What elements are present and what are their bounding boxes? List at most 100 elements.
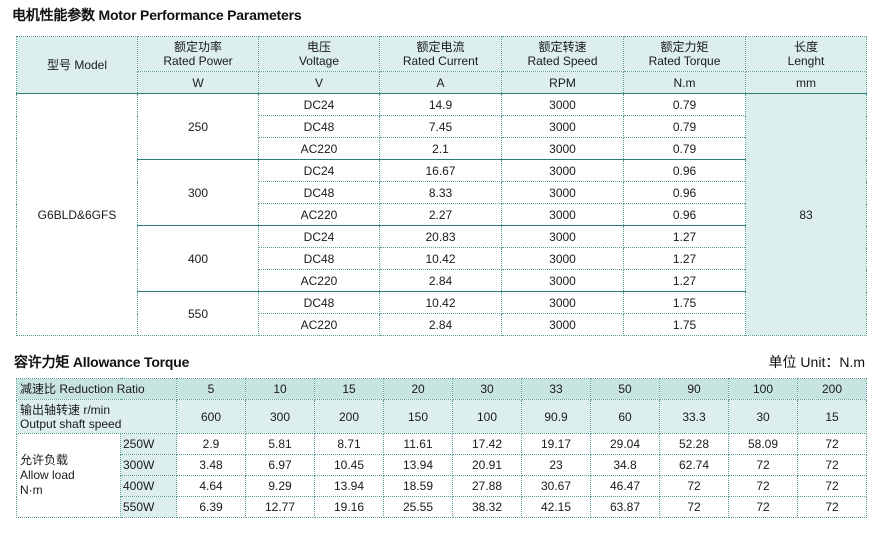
load-power-cell: 550W	[120, 496, 177, 518]
speed-cell: 200	[314, 399, 384, 434]
speed-cell: 3000	[501, 159, 624, 182]
torque-cell: 0.79	[623, 93, 746, 116]
load-row: 400W 4.64 9.29 13.94 18.59 27.88 30.67 46.47 72 7…	[17, 475, 867, 497]
current-cell: 2.84	[379, 313, 502, 336]
load-value-cell: 72	[797, 454, 867, 476]
speed-cell: 30	[728, 399, 798, 434]
torque-unit: N.m	[623, 71, 746, 94]
torque-cell: 1.27	[623, 269, 746, 292]
torque-cell: 0.79	[623, 115, 746, 138]
load-value-cell: 23	[521, 454, 591, 476]
load-power-cell: 400W	[120, 475, 177, 497]
voltage-header: 电压 Voltage	[258, 36, 380, 72]
load-value-cell: 8.71	[314, 433, 384, 455]
load-value-cell: 13.94	[314, 475, 384, 497]
load-value-cell: 20.91	[452, 454, 522, 476]
length-cell: 83	[745, 93, 867, 336]
load-value-cell: 38.32	[452, 496, 522, 518]
speed-row: 输出轴转速 r/min Output shaft speed 600 300 200 1…	[16, 399, 867, 434]
speed-cell: 15	[797, 399, 867, 434]
load-value-cell: 72	[797, 496, 867, 518]
load-value-cell: 6.39	[176, 496, 246, 518]
current-cell: 16.67	[379, 159, 502, 182]
load-value-cell: 6.97	[245, 454, 315, 476]
power-cell: 550	[137, 291, 259, 336]
load-row: 允许负载 Allow load N·m 250W 2.9 5.81 8.71 11.61 17.…	[16, 433, 867, 518]
speed-cell: 300	[245, 399, 315, 434]
current-cell: 8.33	[379, 181, 502, 204]
load-value-cell: 19.17	[521, 433, 591, 455]
allowance-torque-title: 容许力矩 Allowance Torque	[14, 354, 190, 370]
table-row: AC220 2.84 3000 1.27	[17, 269, 867, 292]
load-value-cell: 34.8	[590, 454, 660, 476]
current-unit: A	[379, 71, 502, 94]
current-cell: 2.1	[379, 137, 502, 160]
voltage-cell: DC48	[258, 247, 380, 270]
length-unit: mm	[745, 71, 867, 94]
load-value-cell: 13.94	[383, 454, 453, 476]
load-row: 550W 6.39 12.77 19.16 25.55 38.32 42.15 63.87 72…	[17, 496, 867, 518]
speed-cell: 100	[452, 399, 522, 434]
torque-cell: 0.79	[623, 137, 746, 160]
voltage-cell: DC48	[258, 115, 380, 138]
current-cell: 20.83	[379, 225, 502, 248]
load-value-cell: 5.81	[245, 433, 315, 455]
motor-performance-table: 型号 Model 额定功率 Rated Power 电压 Voltage 额定电流 R…	[16, 36, 867, 336]
table-row: AC220 2.27 3000 0.96	[17, 203, 867, 226]
speed-cell: 33.3	[659, 399, 729, 434]
torque-header: 额定力矩 Rated Torque	[623, 36, 746, 72]
voltage-cell: DC24	[258, 93, 380, 116]
table-row: G6BLD&6GFS 250 DC24 14.9 3000 0.79 83	[16, 93, 867, 336]
speed-cell: 150	[383, 399, 453, 434]
model-header: 型号 Model	[16, 36, 138, 94]
speed-header: 额定转速 Rated Speed	[501, 36, 624, 72]
current-header: 额定电流 Rated Current	[379, 36, 502, 72]
speed-cell: 3000	[501, 115, 624, 138]
load-row: 300W 3.48 6.97 10.45 13.94 20.91 23 34.8 62.74 72…	[17, 454, 867, 476]
torque-cell: 0.96	[623, 159, 746, 182]
ratio-cell: 50	[590, 378, 660, 400]
load-value-cell: 11.61	[383, 433, 453, 455]
load-value-cell: 2.9	[176, 433, 246, 455]
speed-cell: 3000	[501, 313, 624, 336]
speed-cell: 3000	[501, 291, 624, 314]
load-value-cell: 9.29	[245, 475, 315, 497]
load-value-cell: 29.04	[590, 433, 660, 455]
current-cell: 10.42	[379, 247, 502, 270]
current-cell: 14.9	[379, 93, 502, 116]
speed-cell: 60	[590, 399, 660, 434]
load-value-cell: 63.87	[590, 496, 660, 518]
load-value-cell: 72	[728, 475, 798, 497]
table-row: 300 DC24 16.67 3000 0.96	[17, 159, 867, 226]
speed-cell: 600	[176, 399, 246, 434]
ratio-cell: 5	[176, 378, 246, 400]
load-power-cell: 300W	[120, 454, 177, 476]
voltage-cell: AC220	[258, 269, 380, 292]
current-cell: 2.27	[379, 203, 502, 226]
power-cell: 300	[137, 159, 259, 226]
voltage-cell: DC48	[258, 181, 380, 204]
torque-cell: 1.75	[623, 313, 746, 336]
load-value-cell: 72	[659, 496, 729, 518]
ratio-cell: 10	[245, 378, 315, 400]
speed-cell: 3000	[501, 181, 624, 204]
torque-cell: 0.96	[623, 203, 746, 226]
unit-label: 单位 Unit：N.m	[768, 354, 865, 370]
table-row: DC48 8.33 3000 0.96	[17, 181, 867, 204]
table-row: 550 DC48 10.42 3000 1.75	[17, 291, 867, 336]
allow-load-label: 允许负载 Allow load N·m	[16, 433, 121, 518]
load-value-cell: 12.77	[245, 496, 315, 518]
load-value-cell: 30.67	[521, 475, 591, 497]
load-value-cell: 18.59	[383, 475, 453, 497]
voltage-cell: AC220	[258, 203, 380, 226]
load-value-cell: 72	[728, 454, 798, 476]
power-unit: W	[137, 71, 259, 94]
ratio-cell: 200	[797, 378, 867, 400]
load-value-cell: 17.42	[452, 433, 522, 455]
load-value-cell: 46.47	[590, 475, 660, 497]
load-value-cell: 4.64	[176, 475, 246, 497]
ratio-cell: 15	[314, 378, 384, 400]
speed-unit: RPM	[501, 71, 624, 94]
speed-cell: 3000	[501, 203, 624, 226]
speed-cell: 3000	[501, 93, 624, 116]
